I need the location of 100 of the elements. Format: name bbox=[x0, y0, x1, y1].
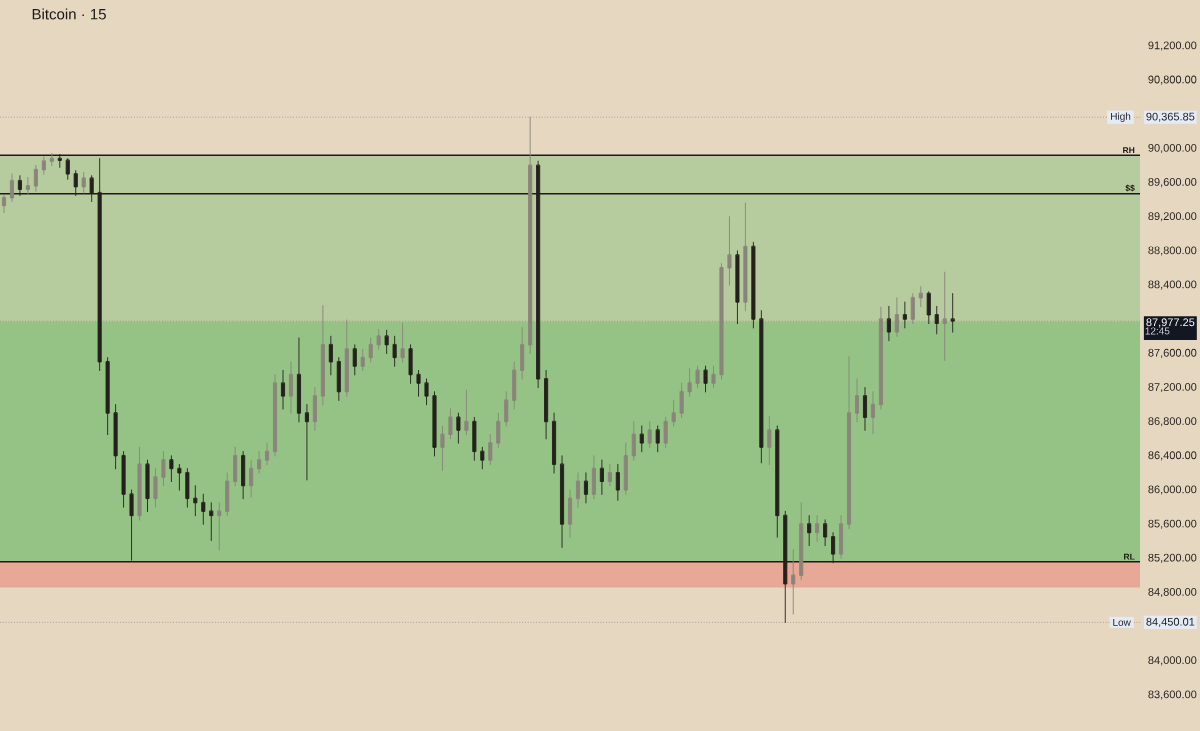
candlestick bbox=[950, 293, 955, 333]
candlestick bbox=[137, 446, 142, 521]
candlestick bbox=[791, 549, 796, 615]
y-tick-label: 88,800.00 bbox=[1148, 246, 1197, 256]
candlestick bbox=[575, 472, 581, 508]
candlestick bbox=[599, 459, 604, 495]
candlestick bbox=[25, 177, 30, 196]
candlestick bbox=[615, 463, 620, 501]
candlestick bbox=[870, 391, 875, 435]
candlestick bbox=[432, 391, 437, 457]
candlestick bbox=[328, 335, 333, 376]
candlestick bbox=[767, 416, 772, 465]
candlestick bbox=[727, 216, 732, 286]
ref-line-label: $$ bbox=[1125, 184, 1135, 192]
candlestick bbox=[249, 459, 254, 498]
candlestick bbox=[336, 357, 341, 401]
y-tick-label: 83,600.00 bbox=[1148, 690, 1197, 700]
candlestick bbox=[639, 425, 644, 453]
y-tick-label: 84,000.00 bbox=[1148, 656, 1197, 666]
candlestick bbox=[344, 319, 349, 397]
candlestick bbox=[607, 463, 612, 487]
candlestick bbox=[759, 310, 764, 464]
candlestick bbox=[472, 417, 477, 461]
candlestick bbox=[464, 389, 469, 435]
chart-title: Bitcoin · 15 bbox=[32, 8, 106, 20]
y-tick-label: 89,200.00 bbox=[1148, 212, 1197, 222]
candlestick bbox=[719, 263, 724, 380]
candlestick bbox=[65, 158, 70, 180]
candlestick bbox=[735, 250, 740, 324]
y-tick-label: 84,800.00 bbox=[1148, 587, 1197, 598]
candlestick bbox=[854, 378, 860, 423]
candlestick bbox=[360, 348, 365, 371]
y-tick-label: 90,000.00 bbox=[1148, 143, 1197, 154]
candlestick bbox=[105, 357, 110, 435]
candlestick bbox=[376, 329, 381, 350]
candlestick bbox=[448, 408, 453, 440]
ref-line-label: RH bbox=[1123, 147, 1135, 154]
candlestick bbox=[177, 463, 182, 491]
y-tick-label: 91,200.00 bbox=[1148, 41, 1197, 51]
candlestick bbox=[567, 489, 573, 538]
candlestick bbox=[799, 502, 804, 581]
y-tick-label: 90,365.85 bbox=[1146, 112, 1195, 122]
y-tick-label: 87,600.00 bbox=[1148, 348, 1197, 358]
candlestick bbox=[496, 412, 501, 448]
candlestick bbox=[544, 370, 549, 440]
candlestick bbox=[918, 286, 923, 307]
y-tick-label: 89,600.00 bbox=[1148, 178, 1197, 188]
y-tick-label: 86,400.00 bbox=[1148, 451, 1197, 461]
candlestick bbox=[671, 399, 676, 427]
candlestick bbox=[743, 202, 748, 312]
candlestick bbox=[121, 451, 126, 508]
candlestick bbox=[352, 344, 357, 376]
candlestick bbox=[775, 425, 780, 538]
y-tick-label: 87,977.25 bbox=[1146, 318, 1195, 328]
y-tick-label: 87,200.00 bbox=[1148, 383, 1197, 393]
candlestick bbox=[679, 382, 684, 418]
candlestick bbox=[145, 459, 150, 512]
candlestick bbox=[384, 329, 389, 354]
candlestick bbox=[241, 451, 246, 500]
candlestick bbox=[312, 387, 317, 431]
ref-line-label: Low bbox=[1113, 618, 1131, 626]
y-tick-label: 86,000.00 bbox=[1148, 485, 1197, 495]
candlestick bbox=[934, 306, 939, 335]
ref-line-label: RL bbox=[1124, 553, 1135, 560]
candlestick bbox=[113, 404, 118, 470]
candlestick bbox=[1, 194, 7, 213]
y-tick-label: 88,400.00 bbox=[1148, 280, 1197, 290]
candlestick bbox=[631, 421, 636, 461]
candlestick bbox=[225, 472, 230, 517]
candlestick bbox=[711, 365, 716, 389]
candlestick bbox=[296, 337, 301, 423]
candlestick bbox=[512, 361, 517, 410]
candlestick bbox=[280, 370, 286, 410]
candlestick bbox=[647, 421, 652, 448]
candlestick bbox=[520, 327, 525, 380]
candlestick bbox=[663, 417, 668, 448]
candlestick bbox=[33, 165, 38, 192]
candlestick bbox=[217, 502, 222, 551]
candlestick bbox=[623, 442, 628, 495]
candlestick bbox=[368, 337, 373, 363]
candlestick bbox=[185, 468, 190, 508]
candlestick bbox=[265, 442, 270, 465]
candlestick bbox=[233, 446, 238, 487]
candlestick bbox=[488, 434, 493, 465]
candlestick bbox=[583, 472, 588, 504]
y-tick-label: 90,800.00 bbox=[1148, 75, 1197, 85]
candlestick bbox=[209, 502, 214, 541]
candlestick bbox=[703, 365, 708, 393]
candlestick bbox=[273, 374, 278, 457]
candlestick bbox=[687, 368, 692, 397]
candlestick bbox=[504, 391, 509, 427]
candlestick bbox=[81, 171, 86, 194]
candlestick bbox=[815, 515, 820, 542]
candlestick bbox=[862, 387, 868, 431]
candlestick bbox=[153, 468, 158, 508]
candlestick bbox=[169, 455, 174, 482]
candlestick bbox=[751, 241, 756, 329]
candlestick bbox=[591, 455, 596, 500]
candlestick bbox=[41, 156, 46, 175]
candlestick bbox=[408, 344, 413, 384]
